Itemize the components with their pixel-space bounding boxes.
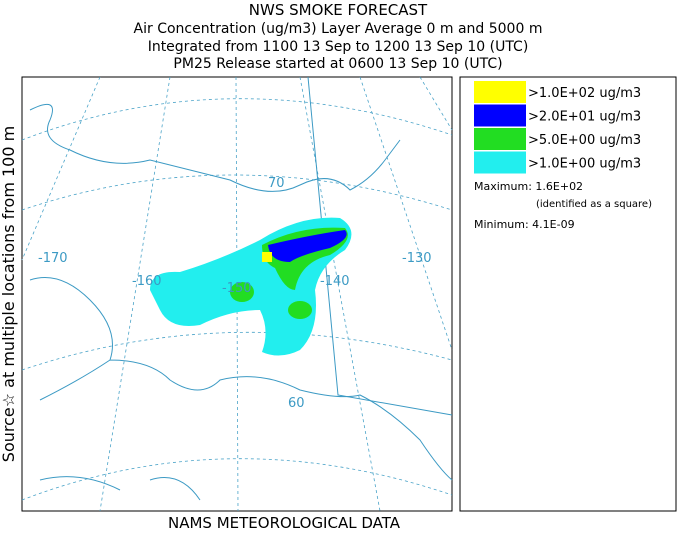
plume-5 — [288, 301, 312, 319]
plume-100 — [262, 252, 272, 262]
coastline — [29, 103, 453, 501]
legend-swatch — [474, 128, 526, 150]
side-label: Source☆ at multiple locations from 100 m — [0, 126, 18, 462]
legend-swatch — [474, 151, 526, 174]
maximum: Maximum: 1.6E+02 — [474, 180, 583, 193]
subtitle: Integrated from 1100 13 Sep to 1200 13 S… — [148, 39, 529, 55]
title: NWS SMOKE FORECAST — [249, 1, 428, 19]
minimum: Minimum: 4.1E-09 — [474, 218, 575, 231]
map-label: -170 — [38, 251, 68, 266]
map-label: -150 — [222, 281, 252, 296]
map-label: -130 — [402, 251, 432, 266]
footer: NAMS METEOROLOGICAL DATA — [168, 514, 401, 532]
legend-label: >1.0E+02 ug/m3 — [528, 86, 641, 101]
legend-swatch — [474, 104, 526, 127]
legend: Maximum: 1.6E+02 (identified as a square… — [459, 76, 677, 512]
map-label: -140 — [320, 274, 350, 289]
maximum-note: (identified as a square) — [536, 199, 652, 210]
map-label: -160 — [132, 274, 162, 289]
border — [307, 76, 453, 416]
map-label: 70 — [268, 176, 285, 191]
plume-5 — [230, 282, 254, 302]
legend-swatch — [474, 81, 526, 103]
legend-label: >2.0E+01 ug/m3 — [528, 110, 641, 125]
map-label: 60 — [288, 396, 305, 411]
plume-20 — [268, 230, 347, 262]
legend-label: >5.0E+00 ug/m3 — [528, 133, 641, 148]
map: -170 -160 -150 -140 -130 70 60 — [21, 76, 453, 512]
latitude-lines — [21, 98, 453, 501]
legend-label: >1.0E+00 ug/m3 — [528, 157, 641, 172]
subtitle: Air Concentration (ug/m3) Layer Average … — [134, 21, 543, 37]
subtitle: PM25 Release started at 0600 13 Sep 10 (… — [173, 56, 502, 72]
